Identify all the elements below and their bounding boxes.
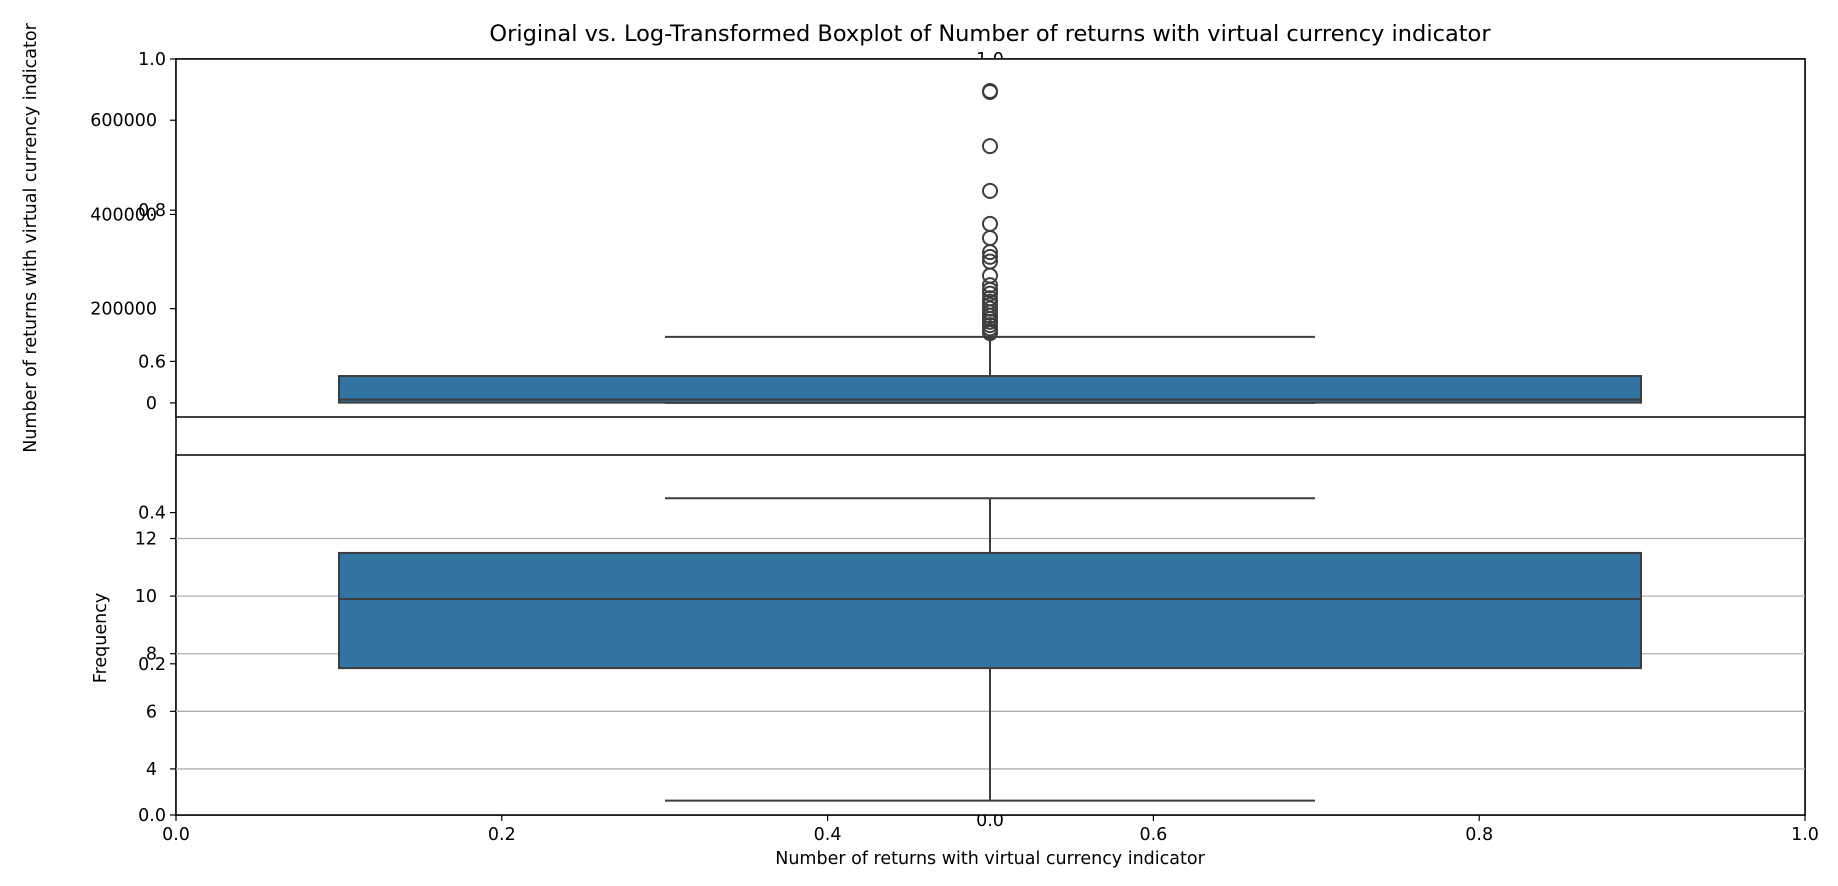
y-tick-label: 200000	[90, 300, 157, 320]
x-tick-label: 0.8	[1465, 825, 1493, 845]
x-tick-label: 0.4	[814, 825, 842, 845]
y-tick-label: 8	[146, 645, 157, 665]
y-tick-label: 6	[146, 702, 157, 722]
outlier-point	[982, 248, 998, 265]
x-tick-label: 0.2	[488, 825, 516, 845]
y-tick-label: 0	[146, 394, 157, 414]
y-tick-label: 1.0	[138, 50, 166, 70]
y-tick-label: 0.8	[138, 201, 166, 221]
original-y-axis-label: Number of returns with virtual currency …	[21, 22, 41, 452]
x-axis-label: Number of returns with virtual currency …	[775, 849, 1205, 869]
outlier-point	[982, 215, 998, 232]
outlier-point	[982, 277, 998, 294]
chart-title: Original vs. Log-Transformed Boxplot of …	[489, 21, 1491, 47]
outlier-point	[982, 182, 998, 199]
y-tick-label: 400000	[90, 205, 157, 225]
iqr-box	[338, 551, 1642, 670]
log-axes: 4 6 8 10 12	[135, 454, 1806, 816]
outlier-point	[982, 138, 998, 155]
log-y-ticks: 4 6 8 10 12	[135, 530, 176, 780]
y-tick-label: 0.4	[138, 504, 166, 524]
y-tick-label: 12	[135, 530, 157, 550]
outlier-point	[982, 253, 998, 270]
y-tick-label: 0.6	[138, 352, 166, 372]
x-tick-label: 1.0	[1791, 825, 1819, 845]
original-y-ticks: 0 200000 400000 600000	[90, 111, 176, 414]
y-tick-label: 10	[135, 587, 157, 607]
original-axes: 0 200000 400000 600000 Number of returns wi…	[21, 22, 1806, 453]
x-tick-label: 0.0	[162, 825, 190, 845]
base-y-ticks: 0.0 0.2 0.4 0.6 0.8 1.0	[138, 50, 176, 826]
original-boxplot	[338, 83, 1642, 404]
base-axes: 0.0 0.2 0.4 0.6 0.8 1.0 1.0 0.0 0.0 0.2 0.4 0.6 0.8…	[91, 50, 1819, 869]
y-tick-label: 600000	[90, 111, 157, 131]
x-tick-label: 0.6	[1139, 825, 1167, 845]
y-tick-label: 4	[146, 760, 157, 780]
overlapping-tick-label: 0.0	[976, 811, 1004, 831]
iqr-box	[338, 375, 1642, 404]
outlier-point	[982, 83, 998, 100]
y-axis-label-frequency: Frequency	[91, 593, 111, 683]
y-tick-label: 0.2	[138, 655, 166, 675]
y-tick-label: 0.0	[138, 806, 166, 826]
log-boxplot	[338, 497, 1642, 802]
